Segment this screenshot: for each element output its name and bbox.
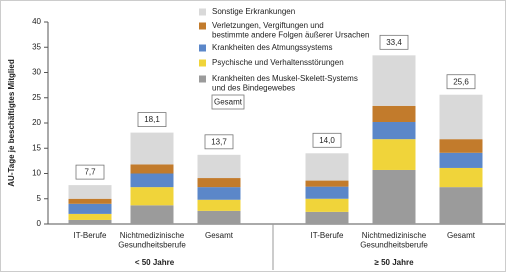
bar-segment — [130, 173, 174, 188]
y-tick-label: 25 — [32, 93, 41, 102]
bar-segment — [372, 169, 416, 224]
y-tick-label: 35 — [32, 42, 41, 51]
y-tick-label: 0 — [37, 219, 42, 228]
bar-segment — [68, 198, 112, 204]
total-label: 13,7 — [211, 137, 227, 146]
bar-segment — [372, 139, 416, 170]
bar-segment — [68, 185, 112, 199]
x-tick-label: Nichtmedizinische Gesundheitsberufe — [118, 231, 186, 250]
total-box — [204, 134, 234, 150]
legend-label: Sonstige Erkrankungen — [212, 7, 295, 16]
bar-segment — [372, 55, 416, 106]
legend-swatch — [199, 44, 206, 52]
total-label: 7,7 — [84, 168, 96, 177]
bar-segment — [305, 180, 349, 187]
x-tick-label: Gesamt — [447, 231, 476, 240]
bar-segment — [305, 153, 349, 181]
bar-segment — [68, 219, 112, 224]
bar-segment — [130, 132, 174, 165]
legend-swatch — [199, 8, 206, 16]
bar-segment — [130, 164, 174, 174]
y-tick-label: 20 — [32, 118, 41, 127]
bar-segment — [439, 187, 483, 224]
x-tick-label: Nichtmedizinische Gesundheitsberufe — [360, 231, 428, 250]
x-tick-label: Gesamt — [205, 231, 234, 240]
bar-segment — [68, 203, 112, 214]
total-label: 18,1 — [144, 115, 160, 124]
total-box — [137, 112, 167, 127]
legend-label: Krankheiten des Muskel-Skelett-Systems un… — [212, 74, 358, 93]
bar-segment — [372, 105, 416, 122]
total-label: 33,4 — [386, 38, 402, 47]
total-label: 14,0 — [319, 136, 335, 145]
total-label: 25,6 — [453, 77, 469, 86]
y-tick-label: 30 — [32, 68, 41, 77]
y-tick-label: 5 — [37, 194, 42, 203]
bar-segment — [130, 187, 174, 206]
bar-segment — [130, 205, 174, 224]
bar-segment — [305, 186, 349, 199]
total-box — [446, 74, 476, 90]
bar-segment — [439, 152, 483, 168]
x-tick-label: IT-Berufe — [74, 231, 107, 240]
total-box — [379, 34, 409, 50]
legend-swatch — [199, 22, 206, 30]
y-axis-label: AU-Tage je beschäftigtes Mitglied — [7, 59, 16, 187]
bar-segment — [305, 198, 349, 212]
y-tick-label: 10 — [32, 169, 41, 178]
bar-segment — [197, 210, 241, 224]
total-box — [312, 132, 342, 148]
bar-segment — [197, 199, 241, 211]
y-tick-label: 40 — [32, 17, 41, 26]
bar-segment — [197, 187, 241, 200]
x-tick-label: IT-Berufe — [311, 231, 344, 240]
y-tick-label: 15 — [32, 143, 41, 152]
bar-segment — [439, 94, 483, 140]
group-label: < 50 Jahre — [135, 258, 175, 267]
bar-segment — [197, 154, 241, 179]
legend-label: Psychische und Verhaltensstörungen — [212, 58, 344, 67]
legend-swatch — [199, 59, 206, 67]
bar-segment — [197, 178, 241, 188]
legend-label: Verletzungen, Vergiftungen und bestimmte … — [212, 21, 369, 40]
bar-segment — [439, 139, 483, 153]
bar-segment — [305, 211, 349, 224]
bar-segment — [372, 121, 416, 140]
total-box — [75, 164, 105, 180]
bar-segment — [68, 213, 112, 220]
group-label: ≥ 50 Jahre — [374, 258, 414, 267]
legend-total-box — [211, 94, 245, 110]
legend-label: Krankheiten des Atmungssystems — [212, 43, 333, 52]
legend-swatch — [199, 75, 206, 83]
legend-total-label: Gesamt — [214, 98, 243, 107]
bar-segment — [439, 167, 483, 188]
